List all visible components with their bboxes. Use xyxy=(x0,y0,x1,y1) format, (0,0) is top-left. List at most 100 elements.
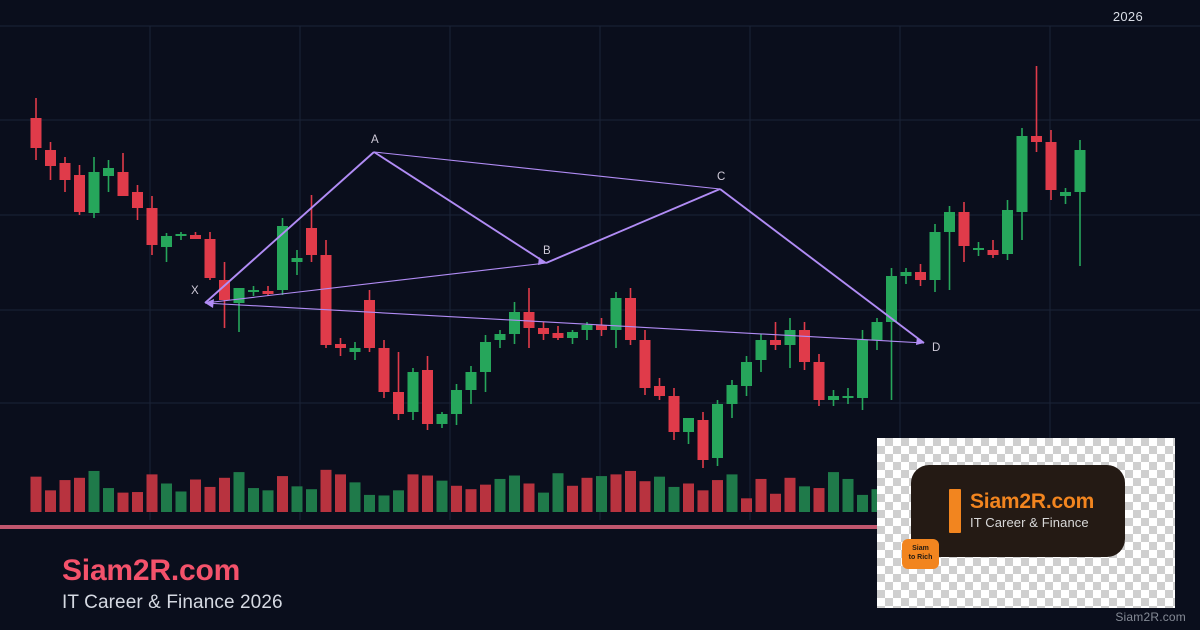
volume-bar xyxy=(393,490,404,512)
candle-body xyxy=(219,280,230,300)
volume-bar xyxy=(335,474,346,512)
volume-bar xyxy=(407,474,419,512)
candle-body xyxy=(30,118,42,148)
pattern-leg-AB xyxy=(373,151,547,264)
candle-body xyxy=(741,362,752,386)
candle-body xyxy=(915,272,926,280)
candle-body xyxy=(538,328,549,334)
candle-body xyxy=(306,228,317,255)
volume-bar xyxy=(552,473,564,512)
pattern-leg-XD xyxy=(204,302,925,344)
candle-body xyxy=(320,255,332,345)
candle-body xyxy=(552,333,564,338)
volume-bar xyxy=(857,494,868,512)
volume-bar xyxy=(306,489,317,512)
badge-line-2: to Rich xyxy=(908,554,933,561)
candle-body xyxy=(248,290,259,292)
candle-body xyxy=(755,340,767,360)
candle-body xyxy=(610,298,622,330)
candle-body xyxy=(770,340,781,345)
volume-bar xyxy=(755,478,767,512)
volume-bar xyxy=(422,475,433,512)
volume-bar xyxy=(770,493,781,512)
logo-card: Siam2R.com IT Career & Finance Siam to R… xyxy=(877,438,1175,608)
candle-body xyxy=(204,239,216,278)
volume-bar xyxy=(741,498,752,512)
volume-bar xyxy=(668,486,680,512)
volume-bar xyxy=(813,488,825,512)
candlestick-series xyxy=(30,66,1086,468)
volume-bar xyxy=(494,478,506,512)
volume-bar xyxy=(726,474,738,512)
volume-bar xyxy=(233,472,245,512)
volume-bar xyxy=(378,495,390,512)
volume-bar xyxy=(436,480,448,512)
candle-body xyxy=(712,404,723,458)
candle-body xyxy=(161,236,172,247)
candle-body xyxy=(668,396,680,432)
candle-body xyxy=(262,291,274,294)
candle-body xyxy=(726,385,738,404)
watermark-text: Siam2R.com xyxy=(1115,610,1186,624)
pattern-point-label-C: C xyxy=(717,171,725,183)
candle-body xyxy=(146,208,158,245)
volume-bar xyxy=(567,485,578,512)
volume-bar xyxy=(596,476,607,512)
volume-bar xyxy=(277,476,288,512)
logo-text-block: Siam2R.com IT Career & Finance xyxy=(970,490,1094,531)
volume-bar xyxy=(799,486,810,512)
volume-bar xyxy=(654,476,665,512)
candle-body xyxy=(871,322,883,340)
candle-body xyxy=(654,386,665,396)
candle-body xyxy=(480,342,491,372)
candle-body xyxy=(842,396,854,398)
pattern-point-label-X: X xyxy=(191,285,199,297)
candle-body xyxy=(944,212,955,232)
volume-bar xyxy=(146,474,158,512)
year-axis-label: 2026 xyxy=(1112,9,1143,24)
candle-body xyxy=(451,390,462,414)
candle-body xyxy=(639,340,651,388)
candle-body xyxy=(958,212,970,246)
volume-bar xyxy=(190,479,201,512)
volume-bar xyxy=(364,494,375,512)
volume-bar xyxy=(625,470,636,512)
candle-body xyxy=(1031,136,1042,142)
logo-bar-icon xyxy=(949,489,961,533)
candle-body xyxy=(987,250,999,255)
pattern-leg-CD xyxy=(719,188,925,344)
pattern-point-label-B: B xyxy=(543,245,551,257)
volume-bar xyxy=(639,481,651,512)
siam-to-rich-badge: Siam to Rich xyxy=(902,539,939,569)
badge-line-1: Siam xyxy=(912,545,929,553)
candle-body xyxy=(567,332,578,338)
candle-body xyxy=(190,235,201,239)
candle-body xyxy=(422,370,433,424)
candle-body xyxy=(1074,150,1086,192)
candle-body xyxy=(799,330,810,362)
volume-bar xyxy=(59,480,71,512)
candle-body xyxy=(683,418,694,432)
candle-body xyxy=(857,340,868,398)
candle-body xyxy=(509,312,520,334)
volume-bar xyxy=(509,475,520,512)
volume-bar xyxy=(683,483,694,512)
volume-bar xyxy=(175,491,187,512)
volume-bar xyxy=(161,483,172,512)
pattern-leg-XB xyxy=(204,262,547,304)
pattern-leg-BC xyxy=(545,188,721,264)
volume-bar xyxy=(581,477,593,512)
candle-body xyxy=(378,348,390,392)
volume-bar xyxy=(538,492,549,512)
candle-body xyxy=(465,372,477,390)
volume-bar xyxy=(248,488,259,512)
volume-bar xyxy=(74,477,85,512)
pattern-point-label-A: A xyxy=(371,134,379,146)
logo-subtitle: IT Career & Finance xyxy=(970,514,1089,530)
candle-body xyxy=(233,288,245,303)
pattern-leg-XA xyxy=(204,151,375,304)
xabcd-pattern-labels: X A B C D xyxy=(191,134,940,354)
candle-body xyxy=(45,150,56,166)
candle-body xyxy=(973,248,984,250)
